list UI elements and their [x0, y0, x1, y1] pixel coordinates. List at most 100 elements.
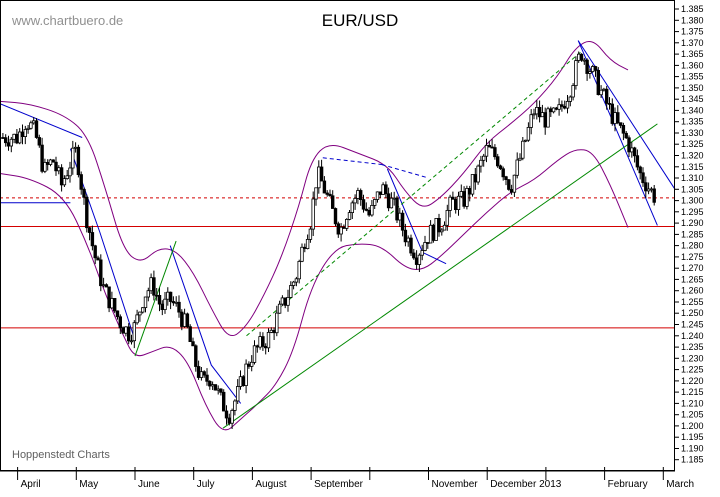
price-bar-body [23, 128, 27, 137]
price-bar-body [646, 188, 651, 192]
price-bar-body [585, 59, 589, 74]
price-bar-body [529, 114, 533, 128]
price-bar-body [599, 89, 603, 96]
price-bar-body [249, 361, 254, 367]
price-bar-body [543, 112, 547, 128]
price-bar-body [76, 146, 81, 176]
price-bar-body [347, 212, 352, 220]
price-bar-body [20, 131, 25, 137]
price-bar-body [57, 167, 61, 172]
price-bar-body [378, 191, 382, 195]
price-bar-body [635, 155, 640, 168]
price-bar-body [317, 166, 321, 189]
price-bar-body [208, 380, 212, 387]
price-bar-body [85, 196, 89, 229]
y-tick-label: 1.230 [681, 353, 704, 363]
price-bar-body [495, 156, 500, 167]
price-bar-body [358, 190, 363, 201]
price-bar-body [152, 277, 156, 296]
price-bar-body [490, 146, 494, 149]
price-bar-body [185, 313, 190, 328]
y-tick-label: 1.305 [681, 184, 704, 194]
y-tick-label: 1.260 [681, 286, 704, 296]
y-tick-label: 1.385 [681, 4, 704, 14]
price-bar-body [649, 188, 654, 191]
trend-line [0, 103, 83, 138]
price-bar-body [417, 254, 422, 265]
price-bar-body [445, 209, 449, 226]
trend-line [222, 123, 658, 429]
price-bar-body [353, 197, 357, 204]
price-bar-body [532, 113, 536, 116]
price-bar-body [322, 180, 327, 194]
price-bar-body [202, 371, 206, 376]
y-tick-label: 1.350 [681, 83, 704, 93]
price-bar-body [389, 197, 394, 209]
price-bar-body [205, 374, 209, 382]
price-bar-body [303, 246, 307, 249]
y-tick-label: 1.215 [681, 387, 704, 397]
price-bar-body [177, 301, 181, 313]
price-bar-body [277, 303, 282, 314]
price-bar-body [157, 294, 162, 305]
price-bar-body [188, 326, 192, 343]
trend-line [246, 51, 582, 337]
price-bar-body [319, 166, 324, 182]
price-bar-body [605, 88, 609, 104]
price-bar-body [582, 59, 586, 62]
price-bar-body [361, 199, 366, 210]
y-tick-label: 1.280 [681, 241, 704, 251]
price-bar-body [621, 125, 626, 134]
price-bar-body [196, 366, 201, 378]
price-bar-body [124, 326, 128, 334]
price-bar-body [210, 384, 215, 387]
y-tick-label: 1.210 [681, 398, 704, 408]
price-bar-body [381, 184, 385, 195]
y-tick-label: 1.375 [681, 27, 704, 37]
price-bar-body [118, 316, 122, 329]
price-bar-body [400, 212, 405, 231]
price-bar-body [37, 137, 41, 146]
price-bar-body [308, 228, 313, 240]
chart-title: EUR/USD [322, 11, 399, 30]
y-tick-label: 1.205 [681, 410, 704, 420]
price-bar-body [314, 187, 318, 200]
y-tick-label: 1.250 [681, 308, 704, 318]
price-bar-body [255, 345, 259, 348]
price-bar-body [244, 363, 248, 387]
price-bar-body [275, 312, 279, 334]
price-bar-body [577, 53, 581, 61]
price-bar-body [71, 147, 75, 169]
price-bar-body [459, 191, 463, 197]
price-bar-body [96, 257, 100, 261]
x-month-label: August [255, 479, 286, 490]
price-bar-body [526, 127, 531, 141]
price-bar-body [224, 410, 229, 419]
price-bar-body [546, 108, 550, 128]
price-bar-body [127, 326, 131, 342]
price-bar-body [174, 301, 178, 304]
price-bar-body [549, 108, 553, 113]
price-bar-body [160, 303, 164, 311]
y-tick-label: 1.290 [681, 218, 704, 228]
price-bar-body [386, 193, 391, 209]
price-bar-body [465, 187, 469, 207]
price-bar-body [73, 146, 78, 149]
price-bar-body [537, 107, 542, 118]
price-bar-body [554, 107, 559, 110]
price-bar-body [115, 310, 120, 318]
price-bar-body [311, 198, 315, 230]
price-bar-body [325, 192, 329, 195]
price-bar-body [356, 190, 360, 199]
y-tick-label: 1.225 [681, 365, 704, 375]
price-bar-body [440, 229, 444, 233]
price-bar-body [375, 191, 380, 200]
price-bar-body [565, 101, 570, 109]
price-bar-body [616, 112, 620, 124]
price-bar-body [591, 66, 595, 72]
y-tick-label: 1.355 [681, 72, 704, 82]
price-bar-body [574, 60, 578, 86]
price-bar-body [602, 88, 606, 91]
price-bar-body [166, 291, 170, 300]
price-bar-body [266, 331, 271, 349]
